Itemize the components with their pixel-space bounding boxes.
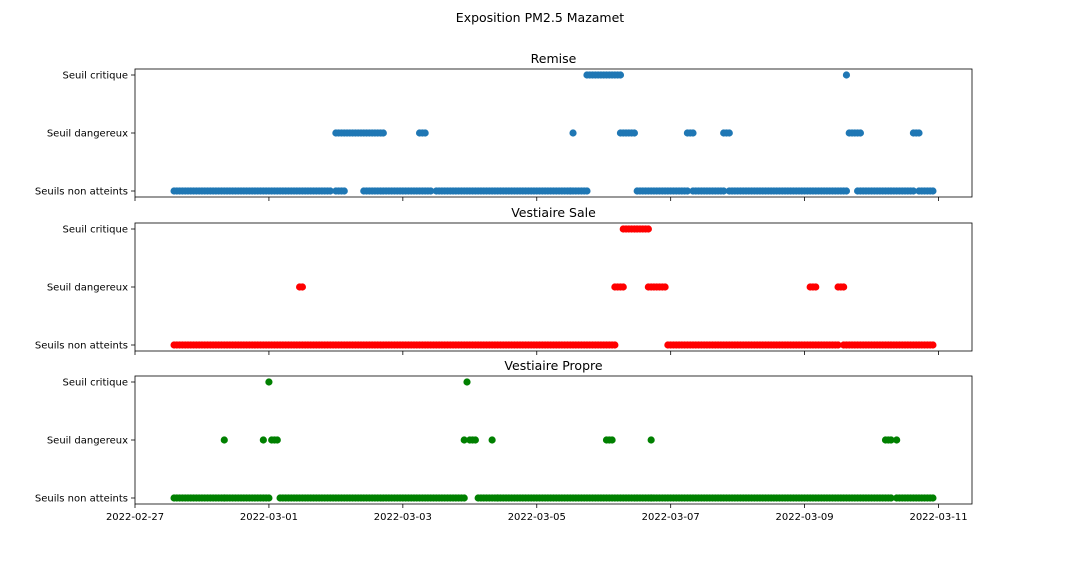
subplot-title: Remise xyxy=(531,51,577,66)
data-point xyxy=(725,129,733,137)
y-tick-label: Seuils non atteints xyxy=(35,341,128,352)
data-point xyxy=(421,129,429,137)
chart-panel-2: Vestiaire Propre Seuils non atteints Seuil… xyxy=(35,358,973,523)
data-point xyxy=(689,129,697,137)
x-tick-label: 2022-03-01 xyxy=(240,512,298,523)
y-tick-label: Seuil critique xyxy=(63,378,129,389)
x-tick-label: 2022-03-07 xyxy=(642,512,700,523)
y-tick-label: Seuil dangereux xyxy=(47,129,128,140)
data-point xyxy=(887,494,895,502)
data-point xyxy=(326,187,334,195)
data-point xyxy=(720,187,728,195)
data-point xyxy=(915,129,923,137)
subplot-title: Vestiaire Propre xyxy=(504,358,602,373)
data-point xyxy=(379,129,387,137)
chart-panel-0: Remise Seuils non atteints Seuil dangereux… xyxy=(35,51,973,201)
data-point xyxy=(929,187,937,195)
data-point xyxy=(834,341,842,349)
subplot-title: Vestiaire Sale xyxy=(511,205,596,220)
data-point xyxy=(683,187,692,195)
data-point xyxy=(265,494,273,502)
series-points xyxy=(170,71,937,195)
data-point xyxy=(616,71,625,79)
x-tick-label: 2022-03-05 xyxy=(508,512,566,523)
data-point xyxy=(427,187,435,195)
data-point xyxy=(893,436,901,444)
data-point xyxy=(460,494,468,502)
data-point xyxy=(856,129,865,137)
y-tick-label: Seuils non atteints xyxy=(35,494,128,505)
y-tick-label: Seuil critique xyxy=(63,71,129,82)
data-point xyxy=(840,283,848,291)
y-tick-label: Seuil critique xyxy=(63,225,129,236)
y-tick-label: Seuils non atteints xyxy=(35,187,128,198)
series-points xyxy=(170,378,937,502)
chart-panel-1: Vestiaire Sale Seuils non atteints Seuil d… xyxy=(35,205,973,355)
data-point xyxy=(273,436,281,444)
data-point xyxy=(630,129,639,137)
x-tick-label: 2022-03-09 xyxy=(776,512,834,523)
data-point xyxy=(608,436,616,444)
data-point xyxy=(298,283,306,291)
data-point xyxy=(619,283,627,291)
data-point xyxy=(611,341,619,349)
data-point xyxy=(488,436,496,444)
data-point xyxy=(471,436,479,444)
data-point xyxy=(340,187,348,195)
x-tick-label: 2022-02-27 xyxy=(106,512,164,523)
data-point xyxy=(583,187,591,195)
data-point xyxy=(460,436,468,444)
x-tick-label: 2022-03-11 xyxy=(909,512,967,523)
data-point xyxy=(661,283,669,291)
data-point xyxy=(929,341,937,349)
figure-title: Exposition PM2.5 Mazamet xyxy=(456,10,624,25)
data-point xyxy=(812,283,820,291)
series-points xyxy=(170,225,937,349)
y-tick-label: Seuil dangereux xyxy=(47,436,128,447)
y-tick-label: Seuil dangereux xyxy=(47,283,128,294)
data-point xyxy=(647,436,655,444)
data-point xyxy=(265,378,273,386)
data-point xyxy=(929,494,937,502)
data-point xyxy=(842,187,851,195)
data-point xyxy=(842,71,851,79)
data-point xyxy=(259,436,267,444)
data-point xyxy=(644,225,652,233)
data-point xyxy=(463,378,471,386)
x-tick-label: 2022-03-03 xyxy=(374,512,432,523)
data-point xyxy=(220,436,228,444)
data-point xyxy=(569,129,577,137)
data-point xyxy=(909,187,918,195)
data-point xyxy=(887,436,895,444)
